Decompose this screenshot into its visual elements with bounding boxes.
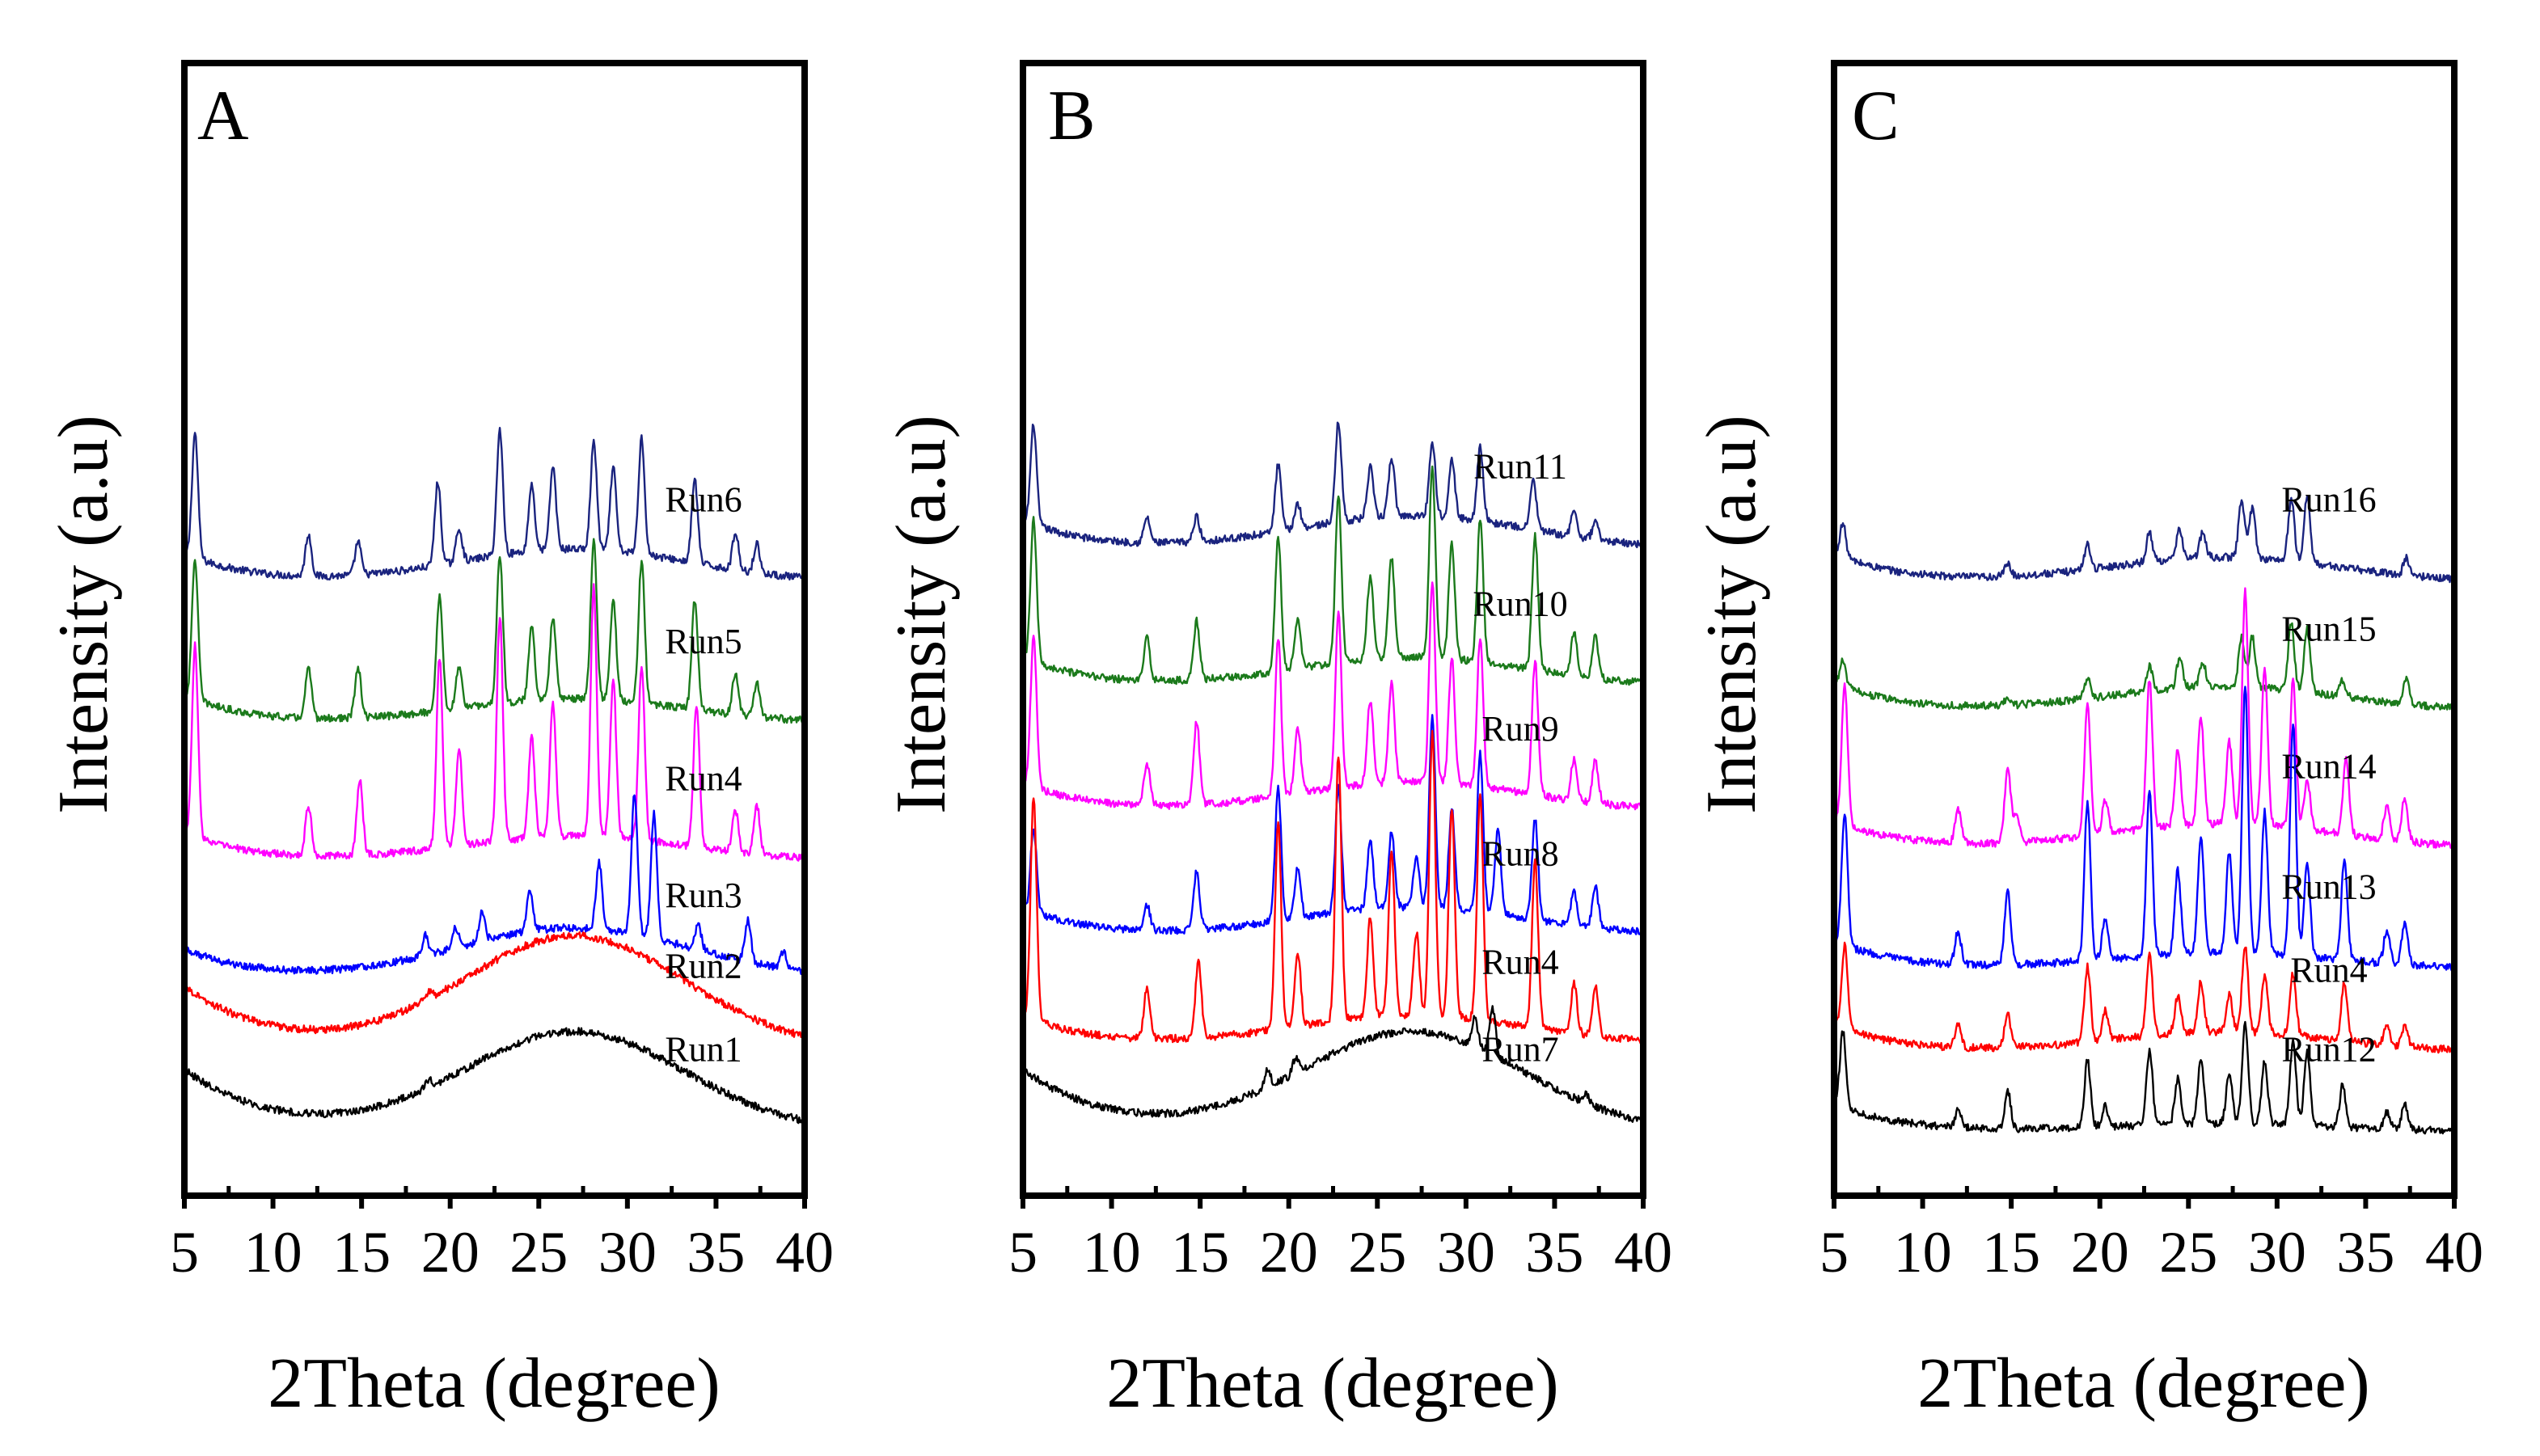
panel-a-series-run1 bbox=[183, 1027, 806, 1125]
panel-b-label-run4: Run4 bbox=[1481, 942, 1558, 981]
panel-c-y-axis-title: Intensity (a.u) bbox=[1693, 415, 1771, 814]
panel-c-label-run14: Run14 bbox=[2281, 746, 2376, 786]
panel-b-label-run8: Run8 bbox=[1481, 834, 1558, 873]
panel-a-x-axis-title: 2Theta (degree) bbox=[268, 1344, 720, 1423]
panel-a-label-run5: Run5 bbox=[665, 622, 742, 661]
panel-c-x-axis-title: 2Theta (degree) bbox=[1917, 1344, 2369, 1423]
panel-b-x-tick-label: 25 bbox=[1348, 1220, 1406, 1285]
panel-a-x-tick-label: 40 bbox=[776, 1220, 834, 1285]
panel-b-series-run7 bbox=[1021, 1005, 1645, 1125]
panel-a-x-tick-label: 35 bbox=[687, 1220, 745, 1285]
panel-b-x-tick-label: 30 bbox=[1437, 1220, 1495, 1285]
panel-c-x-tick-label: 30 bbox=[2248, 1220, 2306, 1285]
panel-a-x-ticks bbox=[182, 1186, 807, 1209]
panel-a-series-run6 bbox=[183, 427, 806, 581]
panel-b-series-run9 bbox=[1021, 581, 1645, 811]
panel-a-series-run3 bbox=[183, 794, 806, 976]
panel-b-series-run8 bbox=[1021, 714, 1645, 935]
panel-a-x-tick-label: 20 bbox=[421, 1220, 480, 1285]
panel-a: Intensity (a.u) Run6 Run5 Run4 Run3 Run2 Run1… bbox=[44, 60, 834, 1423]
panel-a-x-tick-label: 10 bbox=[244, 1220, 302, 1285]
panel-c: Intensity (a.u) Run16 Run15 Run14 Run13 Run4… bbox=[1693, 60, 2483, 1423]
panel-c-x-tick-label: 25 bbox=[2159, 1220, 2217, 1285]
panel-a-series-run4 bbox=[183, 583, 806, 862]
panel-b-series-run4 bbox=[1021, 729, 1645, 1045]
panel-b-x-tick-label: 40 bbox=[1614, 1220, 1672, 1285]
panel-b-label-run11: Run11 bbox=[1473, 447, 1567, 487]
panel-b-x-tick-label: 15 bbox=[1171, 1220, 1229, 1285]
panel-c-x-tick-labels: 5 10 15 20 25 30 35 40 bbox=[1819, 1220, 2483, 1285]
panel-b-label-run7: Run7 bbox=[1481, 1030, 1558, 1070]
panel-c-letter: C bbox=[1852, 77, 1900, 155]
panel-b-x-tick-labels: 5 10 15 20 25 30 35 40 bbox=[1008, 1220, 1672, 1285]
panel-b-plot-area: Run11 Run10 Run9 Run8 Run4 Run7 bbox=[1021, 421, 1645, 1125]
panel-b-x-tick-label: 20 bbox=[1260, 1220, 1318, 1285]
panel-a-x-tick-labels: 5 10 15 20 25 30 35 40 bbox=[170, 1220, 834, 1285]
panel-a-x-tick-label: 30 bbox=[598, 1220, 657, 1285]
panel-c-label-run15: Run15 bbox=[2281, 609, 2376, 648]
panel-a-plot-area: Run6 Run5 Run4 Run3 Run2 Run1 bbox=[183, 427, 806, 1125]
panel-c-series-run15 bbox=[1832, 622, 2456, 711]
panel-b-label-run9: Run9 bbox=[1481, 709, 1558, 749]
panel-a-label-run1: Run1 bbox=[665, 1030, 742, 1070]
panel-b-x-tick-label: 5 bbox=[1008, 1220, 1038, 1285]
panel-c-x-tick-label: 20 bbox=[2071, 1220, 2129, 1285]
panel-c-x-tick-label: 35 bbox=[2336, 1220, 2394, 1285]
panel-c-x-ticks bbox=[1832, 1186, 2457, 1209]
panel-a-label-run3: Run3 bbox=[665, 876, 742, 915]
panel-c-plot-area: Run16 Run15 Run14 Run13 Run4 Run12 bbox=[1832, 480, 2456, 1135]
panel-c-label-run13: Run13 bbox=[2281, 867, 2376, 907]
panel-b-label-run10: Run10 bbox=[1473, 584, 1567, 623]
panel-a-letter: A bbox=[197, 77, 249, 155]
panel-c-label-run4: Run4 bbox=[2290, 951, 2367, 990]
panel-a-x-tick-label: 25 bbox=[509, 1220, 568, 1285]
panel-b-series-run10 bbox=[1021, 465, 1645, 687]
panel-c-x-tick-label: 10 bbox=[1894, 1220, 1952, 1285]
panel-b: Intensity (a.u) Run11Run10Run9Run8Run4Ru… bbox=[882, 60, 1672, 1423]
panel-b-series-run11 bbox=[1021, 421, 1645, 549]
panel-c-series-run12 bbox=[1832, 1020, 2456, 1135]
panel-a-x-tick-label: 5 bbox=[170, 1220, 199, 1285]
panel-b-x-axis-title: 2Theta (degree) bbox=[1106, 1344, 1558, 1423]
panel-b-x-ticks bbox=[1021, 1186, 1646, 1209]
panel-b-letter: B bbox=[1048, 77, 1096, 155]
panel-c-series-run13 bbox=[1832, 686, 2456, 973]
panel-c-x-tick-label: 15 bbox=[1982, 1220, 2040, 1285]
panel-a-x-tick-label: 15 bbox=[332, 1220, 391, 1285]
panel-b-y-axis-title: Intensity (a.u) bbox=[882, 415, 961, 814]
panel-c-series-run16 bbox=[1832, 495, 2456, 584]
panel-a-label-run6: Run6 bbox=[665, 480, 742, 520]
panel-c-x-tick-label: 5 bbox=[1819, 1220, 1849, 1285]
panel-a-series-run2 bbox=[183, 931, 806, 1039]
panel-b-x-tick-label: 10 bbox=[1083, 1220, 1141, 1285]
panel-c-x-tick-label: 40 bbox=[2425, 1220, 2483, 1285]
panel-c-series-run14 bbox=[1832, 587, 2456, 850]
panel-a-label-run4: Run4 bbox=[665, 759, 742, 799]
panel-b-x-tick-label: 35 bbox=[1525, 1220, 1583, 1285]
panel-a-y-axis-title: Intensity (a.u) bbox=[44, 415, 123, 814]
panel-c-series-run4 bbox=[1832, 941, 2456, 1055]
panel-a-series-run5 bbox=[183, 538, 806, 724]
panel-c-label-run12: Run12 bbox=[2281, 1030, 2376, 1070]
panel-c-label-run16: Run16 bbox=[2281, 480, 2376, 520]
panel-a-label-run2: Run2 bbox=[665, 947, 742, 986]
